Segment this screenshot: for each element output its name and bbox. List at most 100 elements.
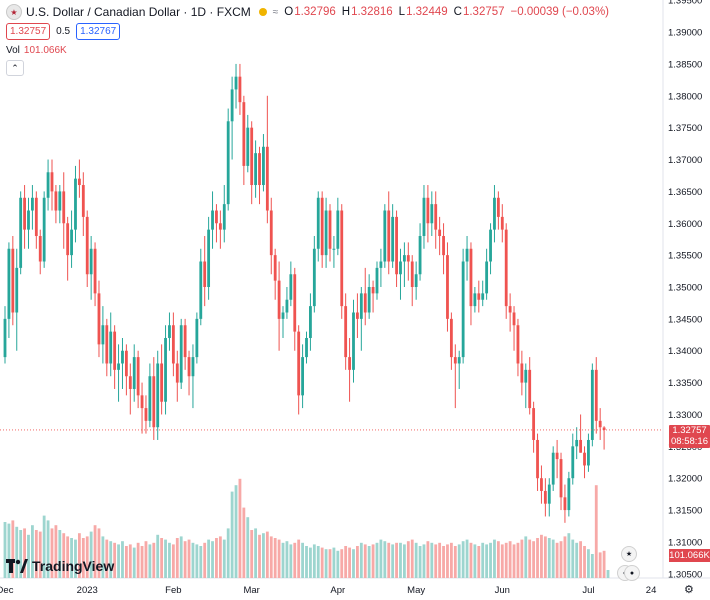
candle[interactable]	[508, 293, 512, 332]
candle[interactable]	[594, 357, 598, 434]
candle[interactable]	[34, 191, 38, 249]
candle[interactable]	[489, 223, 492, 275]
candle[interactable]	[461, 248, 465, 364]
sell-button[interactable]: 1.32757	[6, 23, 51, 40]
candle[interactable]	[144, 395, 148, 434]
candle[interactable]	[500, 204, 504, 243]
gear-icon[interactable]: ⚙	[684, 584, 694, 596]
candle[interactable]	[512, 306, 516, 351]
candle[interactable]	[493, 185, 496, 243]
candle[interactable]	[410, 255, 414, 307]
candle[interactable]	[38, 229, 42, 275]
candle[interactable]	[598, 408, 602, 440]
volume-legend[interactable]: Vol 101.066K	[6, 45, 67, 56]
candle[interactable]	[187, 350, 191, 396]
candle[interactable]	[66, 216, 70, 281]
candle[interactable]	[238, 63, 242, 115]
candle[interactable]	[348, 337, 351, 402]
candle[interactable]	[109, 312, 113, 377]
candle[interactable]	[50, 159, 54, 211]
candle[interactable]	[132, 344, 136, 402]
candle[interactable]	[183, 318, 187, 370]
candle[interactable]	[46, 159, 50, 211]
candle[interactable]	[207, 216, 211, 300]
tradingview-logo[interactable]: TradingView	[6, 558, 114, 574]
candle[interactable]	[293, 267, 297, 351]
candle[interactable]	[281, 306, 285, 338]
candle[interactable]	[449, 312, 453, 370]
candle[interactable]	[383, 204, 387, 268]
candle[interactable]	[469, 242, 473, 326]
candle[interactable]	[446, 242, 449, 332]
candle[interactable]	[516, 318, 520, 377]
candle[interactable]	[583, 446, 586, 479]
candle[interactable]	[504, 223, 508, 319]
symbol-title[interactable]: U.S. Dollar / Canadian Dollar · 1D · FXC…	[26, 5, 251, 19]
candle[interactable]	[19, 191, 23, 275]
candle[interactable]	[152, 357, 156, 440]
candle[interactable]	[7, 242, 11, 338]
candle[interactable]	[379, 248, 383, 287]
candle[interactable]	[160, 344, 164, 415]
candle[interactable]	[203, 236, 207, 307]
candle[interactable]	[273, 248, 277, 300]
candle[interactable]	[164, 325, 167, 415]
candle[interactable]	[31, 185, 34, 230]
candle[interactable]	[336, 197, 340, 256]
candle[interactable]	[199, 248, 203, 326]
candle[interactable]	[406, 242, 410, 281]
candle[interactable]	[602, 426, 606, 450]
candle[interactable]	[74, 165, 77, 243]
candle[interactable]	[402, 242, 406, 287]
candle[interactable]	[77, 159, 81, 198]
candle[interactable]	[332, 236, 336, 268]
candle[interactable]	[15, 248, 19, 351]
candle[interactable]	[563, 484, 567, 523]
candle[interactable]	[328, 204, 332, 262]
candle[interactable]	[540, 465, 543, 504]
candle[interactable]	[191, 344, 195, 409]
market-status-icon[interactable]	[258, 8, 267, 16]
candle[interactable]	[312, 236, 316, 313]
candle[interactable]	[218, 210, 222, 249]
candle[interactable]	[246, 114, 250, 173]
candle[interactable]	[301, 344, 304, 409]
candle[interactable]	[477, 280, 481, 313]
candle[interactable]	[575, 427, 579, 460]
candle[interactable]	[371, 280, 375, 313]
candle[interactable]	[258, 146, 261, 205]
event-flag-icon[interactable]: ●	[624, 565, 640, 581]
candle[interactable]	[230, 76, 234, 160]
candle[interactable]	[543, 478, 547, 517]
candle[interactable]	[536, 433, 539, 491]
candle[interactable]	[3, 306, 7, 364]
candle[interactable]	[528, 357, 532, 415]
candle[interactable]	[547, 478, 551, 517]
candle[interactable]	[524, 363, 528, 409]
candle[interactable]	[352, 299, 355, 383]
candle[interactable]	[590, 363, 594, 447]
candle[interactable]	[54, 185, 58, 224]
candle[interactable]	[457, 350, 461, 389]
candle[interactable]	[305, 331, 308, 364]
candle[interactable]	[567, 471, 571, 517]
candle[interactable]	[105, 318, 109, 377]
candle[interactable]	[367, 274, 371, 319]
candle[interactable]	[168, 312, 171, 351]
candle[interactable]	[418, 223, 422, 281]
candle[interactable]	[442, 223, 445, 275]
candle[interactable]	[27, 197, 30, 249]
candle[interactable]	[269, 197, 273, 275]
candle[interactable]	[11, 236, 15, 326]
candle[interactable]	[559, 452, 563, 511]
candle[interactable]	[117, 344, 120, 402]
candle[interactable]	[70, 210, 73, 268]
candle[interactable]	[140, 382, 144, 434]
candle[interactable]	[309, 293, 312, 351]
candle[interactable]	[23, 185, 26, 249]
candle[interactable]	[532, 401, 536, 453]
candle[interactable]	[242, 95, 246, 186]
candle[interactable]	[571, 433, 575, 485]
candle[interactable]	[359, 287, 363, 351]
collapse-legend-button[interactable]: ⌃	[6, 60, 24, 76]
